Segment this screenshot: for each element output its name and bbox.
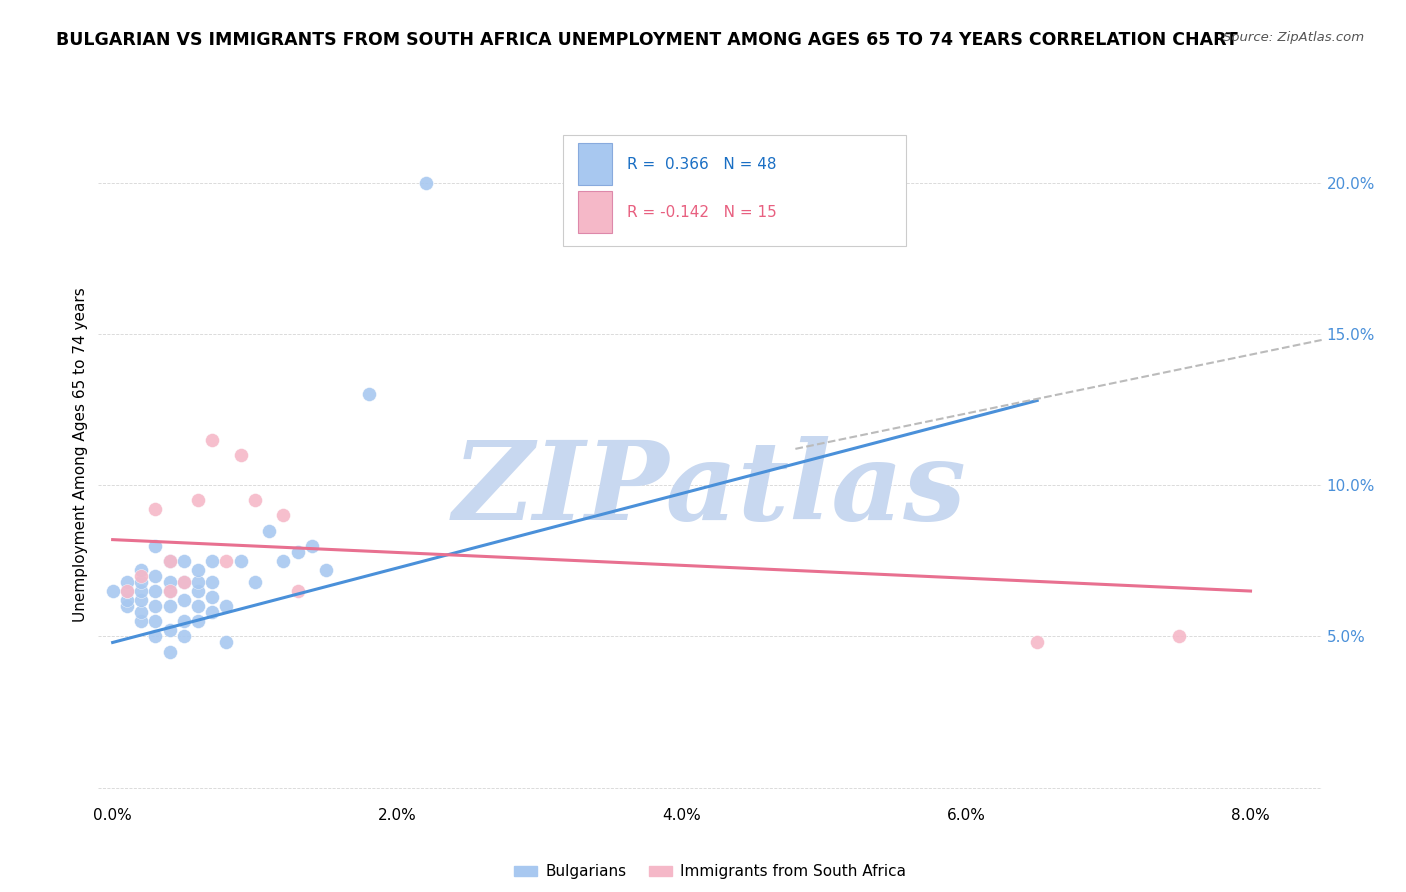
- Point: [187, 493, 209, 508]
- Point: [273, 554, 295, 568]
- Text: R = -0.142   N = 15: R = -0.142 N = 15: [627, 205, 776, 220]
- Point: [115, 574, 138, 589]
- Point: [187, 574, 209, 589]
- Point: [129, 593, 152, 607]
- Point: [273, 508, 295, 523]
- Point: [287, 584, 309, 599]
- Point: [159, 574, 181, 589]
- Point: [115, 593, 138, 607]
- Point: [159, 644, 181, 658]
- Point: [229, 448, 252, 462]
- Text: ZIPatlas: ZIPatlas: [453, 436, 967, 543]
- Point: [115, 599, 138, 614]
- Point: [287, 545, 309, 559]
- Point: [143, 502, 166, 516]
- Point: [129, 563, 152, 577]
- Point: [187, 563, 209, 577]
- Point: [201, 433, 224, 447]
- Point: [229, 554, 252, 568]
- Text: Source: ZipAtlas.com: Source: ZipAtlas.com: [1223, 31, 1364, 45]
- Point: [201, 590, 224, 604]
- Point: [243, 493, 266, 508]
- Point: [115, 584, 138, 599]
- Point: [257, 524, 280, 538]
- Point: [173, 554, 195, 568]
- Point: [159, 584, 181, 599]
- Point: [129, 569, 152, 583]
- Point: [415, 176, 437, 190]
- Point: [143, 599, 166, 614]
- Point: [1026, 635, 1049, 649]
- Point: [243, 574, 266, 589]
- Point: [315, 563, 337, 577]
- Point: [129, 584, 152, 599]
- Point: [187, 599, 209, 614]
- Point: [143, 584, 166, 599]
- Point: [143, 629, 166, 643]
- Point: [201, 605, 224, 619]
- Bar: [578, 144, 612, 185]
- Point: [143, 569, 166, 583]
- Legend: Bulgarians, Immigrants from South Africa: Bulgarians, Immigrants from South Africa: [509, 858, 911, 886]
- Point: [159, 554, 181, 568]
- Point: [173, 574, 195, 589]
- Bar: [578, 191, 612, 233]
- Point: [301, 539, 323, 553]
- Point: [187, 615, 209, 629]
- Point: [115, 584, 138, 599]
- Point: [201, 574, 224, 589]
- Point: [143, 539, 166, 553]
- Point: [1168, 629, 1191, 643]
- Point: [215, 554, 238, 568]
- Point: [357, 387, 380, 401]
- Point: [159, 624, 181, 638]
- Point: [101, 584, 124, 599]
- Point: [173, 574, 195, 589]
- Point: [143, 615, 166, 629]
- Text: BULGARIAN VS IMMIGRANTS FROM SOUTH AFRICA UNEMPLOYMENT AMONG AGES 65 TO 74 YEARS: BULGARIAN VS IMMIGRANTS FROM SOUTH AFRIC…: [56, 31, 1239, 49]
- Point: [129, 574, 152, 589]
- Point: [173, 615, 195, 629]
- Point: [187, 584, 209, 599]
- Point: [159, 599, 181, 614]
- Point: [173, 593, 195, 607]
- Point: [129, 615, 152, 629]
- Point: [129, 605, 152, 619]
- Point: [173, 629, 195, 643]
- Point: [215, 635, 238, 649]
- FancyBboxPatch shape: [564, 135, 905, 246]
- Text: R =  0.366   N = 48: R = 0.366 N = 48: [627, 157, 776, 172]
- Point: [159, 584, 181, 599]
- Point: [201, 554, 224, 568]
- Point: [215, 599, 238, 614]
- Y-axis label: Unemployment Among Ages 65 to 74 years: Unemployment Among Ages 65 to 74 years: [73, 287, 89, 623]
- Point: [159, 554, 181, 568]
